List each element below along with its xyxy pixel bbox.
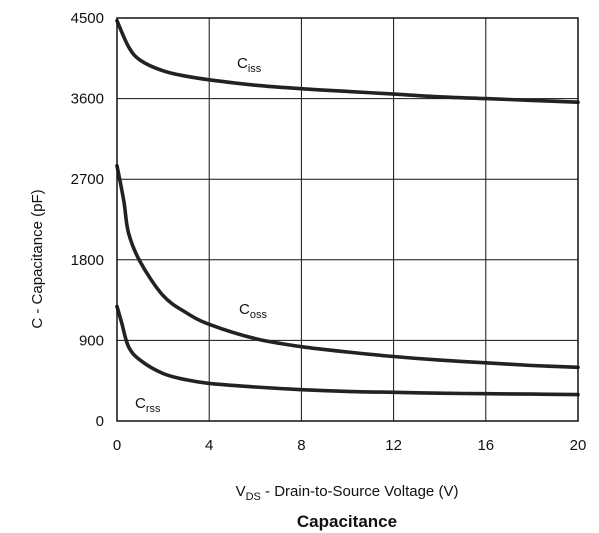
x-axis-label-rest: - Drain-to-Source Voltage (V) [261,483,459,500]
series-label-ciss: Ciss [237,55,262,75]
series-line-ciss [115,18,580,104]
series-label-coss: Coss [239,301,267,321]
x-tick-label: 8 [297,437,305,454]
x-tick-labels: 0 4 8 12 16 20 [113,437,587,454]
x-tick-label: 16 [477,437,494,454]
x-axis-label-main: V [236,483,246,500]
x-tick-label: 20 [570,437,587,454]
y-tick-label: 4500 [71,10,104,27]
y-tick-label: 0 [96,413,104,430]
x-tick-label: 12 [385,437,402,454]
series-line-coss [115,164,580,370]
chart-title: Capacitance [297,512,397,531]
y-tick-label: 2700 [71,171,104,188]
y-axis-label: C - Capacitance (pF) [29,189,46,328]
x-tick-label: 0 [113,437,121,454]
series-line-crss [115,304,580,397]
series-label-crss: Crss [135,395,161,415]
y-tick-label: 3600 [71,91,104,108]
y-tick-label: 1800 [71,252,104,269]
x-axis-label-sub: DS [246,491,261,503]
grid [116,17,579,422]
x-tick-label: 4 [205,437,213,454]
y-tick-labels: 0 900 1800 2700 3600 4500 [71,10,104,430]
series-lines [115,18,580,397]
series-labels: Ciss Coss Crss [135,55,267,415]
plot-frame [116,17,579,422]
x-axis-label: VDS - Drain-to-Source Voltage (V) [236,483,459,503]
y-tick-label: 900 [79,332,104,349]
